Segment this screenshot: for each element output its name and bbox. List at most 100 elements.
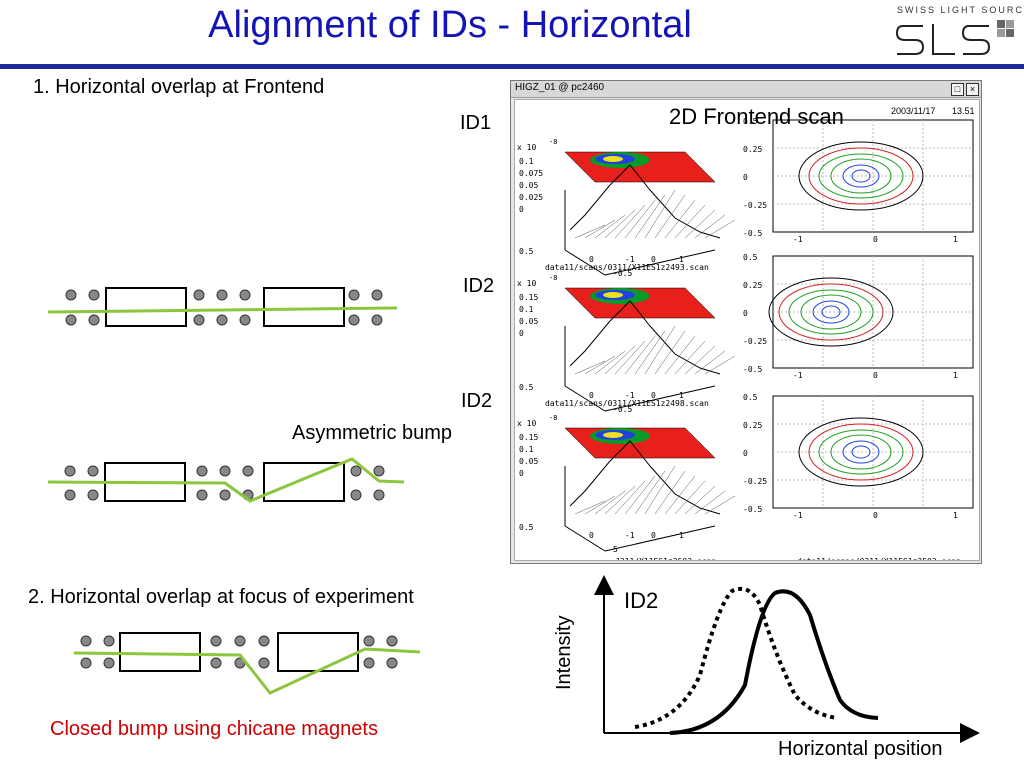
scale-exponent: -8 <box>549 414 557 422</box>
scale-label: x 10 <box>517 419 536 428</box>
z-tick-label: 0 <box>519 329 524 338</box>
surface-tick-label: 0.5 <box>519 523 534 532</box>
surface-ridge <box>569 300 721 375</box>
surface-mesh-line <box>614 340 646 375</box>
z-tick-label: 0.05 <box>519 457 538 466</box>
contour-y-tick: 0.5 <box>743 253 758 262</box>
surface-tick-label: 0.5 <box>519 383 534 392</box>
contour-y-tick: -0.5 <box>743 505 762 514</box>
section2-heading: 2. Horizontal overlap at focus of experi… <box>28 586 414 608</box>
higz-window[interactable]: HIGZ_01 @ pc2460 □ × x 10 -8 0.1 0.075 0.05 0… <box>510 80 982 564</box>
surface-mesh-line <box>694 214 726 239</box>
surface-tick-label: 0 <box>589 531 594 540</box>
contour-ring <box>842 440 880 464</box>
surface-mesh-line <box>654 194 686 239</box>
intensity-plot <box>594 575 980 743</box>
surface-tick-label: -0.5 <box>613 269 632 278</box>
lattice-diagram-straight <box>47 287 398 327</box>
contour-x-tick: 1 <box>953 511 958 520</box>
surface-mesh-line <box>634 330 666 375</box>
surface-mesh-line <box>614 204 646 239</box>
surface-mesh-line <box>624 475 656 515</box>
z-tick-label: 0.075 <box>519 169 543 178</box>
contour-ring <box>830 158 892 194</box>
scan-plots: x 10 -8 0.1 0.075 0.05 0.025 0 0.5 0 -1 0 1 -0.5 0.5 0… <box>517 117 974 560</box>
surface-mesh-line <box>684 345 716 375</box>
contour-y-tick: -0.25 <box>743 201 767 210</box>
contour-y-tick: -0.25 <box>743 337 767 346</box>
surface-mesh-line <box>664 335 696 375</box>
maximize-icon[interactable]: □ <box>951 83 964 96</box>
contour-ring <box>798 417 924 487</box>
plot-canvas: x 10 -8 0.1 0.075 0.05 0.025 0 0.5 0 -1 0 1 -0.5 0.5 0… <box>514 99 980 561</box>
contour-ring <box>778 283 884 341</box>
window-title: HIGZ_01 @ pc2460 <box>515 82 605 93</box>
label-asymmetric-bump: Asymmetric bump <box>292 422 453 444</box>
surface-tick-label: 1 <box>679 531 684 540</box>
surface-mesh-line <box>654 330 686 375</box>
contour-y-tick: -0.25 <box>743 477 767 486</box>
z-tick-label: 0.1 <box>519 305 534 314</box>
closed-bump-caption: Closed bump using chicane magnets <box>50 718 378 740</box>
z-tick-label: 0.15 <box>519 293 538 302</box>
surface-mesh-line <box>584 355 616 375</box>
scan-caption-left: J311/X11ES1z2503.scan <box>615 557 716 560</box>
label-id1: ID1 <box>460 112 492 134</box>
contour-x-tick: 0 <box>873 371 878 380</box>
surface-mesh-line <box>624 199 656 239</box>
z-tick-label: 0.025 <box>519 193 543 202</box>
surface-tick-label: 5 <box>613 545 618 554</box>
scan-caption-right: data11/scans/0311/X11ES1z2503.scan <box>797 557 961 560</box>
contour-ring <box>842 164 880 188</box>
contour-x-tick: -1 <box>793 371 803 380</box>
surface-mesh-line <box>614 480 646 515</box>
window-titlebar[interactable]: HIGZ_01 @ pc2460 □ × <box>511 81 981 98</box>
scan-caption-left: data11/scans/0311/X11ES1z2493.scan <box>545 263 709 272</box>
surface-mesh-line <box>684 209 716 239</box>
z-tick-label: 0 <box>519 469 524 478</box>
surface-tick-label: -0.5 <box>613 405 632 414</box>
close-icon[interactable]: × <box>966 83 979 96</box>
z-tick-label: 0.05 <box>519 181 538 190</box>
contour-x-tick: 1 <box>953 371 958 380</box>
surface-mesh-line <box>644 465 676 515</box>
contour-ring <box>808 147 914 205</box>
contour-ring <box>768 277 894 347</box>
contour-yellow <box>603 292 623 298</box>
surface-mesh-line <box>664 199 696 239</box>
surface-tick-label: 1 <box>679 391 684 400</box>
contour-ring <box>821 305 841 319</box>
surface-mesh-line <box>604 485 636 515</box>
contour-ring <box>818 429 904 475</box>
surface-x-axis <box>564 249 606 276</box>
surface-y-axis <box>604 525 716 552</box>
contour-ring <box>818 153 904 199</box>
contour-x-tick: 0 <box>873 511 878 520</box>
surface-x-axis <box>564 525 606 552</box>
surface-ridge <box>569 440 721 515</box>
z-tick-label: 0.15 <box>519 433 538 442</box>
contour-y-tick: 0.25 <box>743 281 762 290</box>
surface-mesh-line <box>584 219 616 239</box>
surface-mesh-line <box>594 350 626 375</box>
contour-x-tick: -1 <box>793 235 803 244</box>
window-date: 2003/11/17 <box>891 106 936 116</box>
contour-y-tick: 0 <box>743 173 748 182</box>
logo-text: SWISS LIGHT SOURCE <box>897 5 1024 15</box>
surface-mesh-line <box>574 224 606 239</box>
contour-x-tick: 0 <box>873 235 878 244</box>
surface-mesh-line <box>684 485 716 515</box>
scale-exponent: -8 <box>549 274 557 282</box>
surface-tick-label: 0 <box>651 255 656 264</box>
surface-mesh-line <box>704 495 736 515</box>
surface-mesh-line <box>594 490 626 515</box>
contour-ring <box>800 294 862 330</box>
surface-tick-label: -1 <box>625 391 635 400</box>
surface-mesh-line <box>624 335 656 375</box>
contour-ring <box>812 300 850 324</box>
surface-mesh-line <box>704 355 736 375</box>
page-title: Alignment of IDs - Horizontal <box>208 4 692 46</box>
surface-mesh-line <box>604 209 636 239</box>
scale-exponent: -8 <box>549 138 557 146</box>
surface-mesh-line <box>694 350 726 375</box>
